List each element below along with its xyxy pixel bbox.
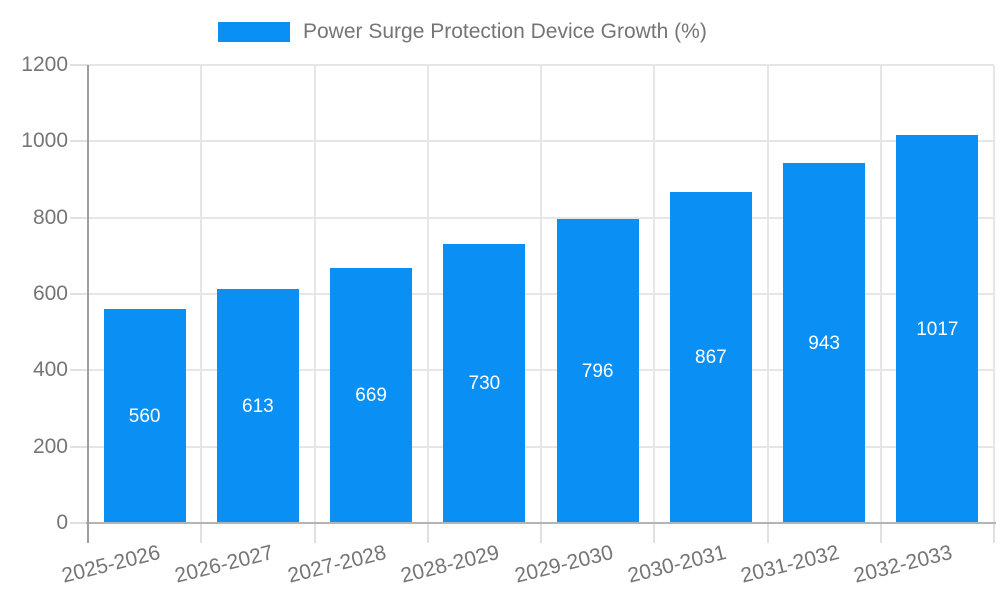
bar-value-label: 560 [128, 405, 161, 427]
bar-value-label: 1017 [916, 318, 959, 340]
legend-label: Power Surge Protection Device Growth (%) [303, 20, 707, 43]
gridline-v [879, 65, 882, 523]
bar-value-label: 867 [695, 347, 727, 368]
y-axis-tick-label: 1200 [21, 53, 68, 76]
x-tick-mark [766, 523, 769, 543]
y-axis-tick-label: 400 [32, 358, 68, 382]
gridline-v [540, 65, 542, 523]
x-tick-mark [313, 523, 316, 543]
bar-2031-2032[interactable]: 943 [783, 163, 866, 523]
bar-2027-2028[interactable]: 669 [330, 268, 413, 523]
y-axis-line [87, 65, 89, 543]
x-tick-mark [993, 523, 995, 543]
y-axis-tick-label: 1000 [21, 129, 68, 153]
bar-value-label: 730 [468, 373, 501, 394]
gridline-v [766, 65, 769, 523]
gridline-v [313, 65, 316, 523]
y-tick-mark [70, 293, 88, 295]
y-tick-mark [70, 64, 88, 66]
bar-value-label: 796 [581, 360, 614, 382]
y-axis-tick-label: 200 [32, 434, 68, 458]
y-tick-mark [70, 140, 88, 143]
bar-value-label: 613 [242, 395, 274, 417]
x-tick-mark [653, 523, 656, 543]
y-axis-tick-label: 600 [32, 282, 68, 305]
bar-value-label: 943 [808, 332, 840, 354]
y-tick-mark [70, 369, 88, 372]
gridline-v [426, 65, 429, 523]
bar-2028-2029[interactable]: 730 [443, 244, 526, 523]
y-axis-tick-label: 0 [56, 511, 68, 534]
y-tick-mark [70, 216, 88, 219]
bar-2029-2030[interactable]: 796 [556, 219, 639, 523]
bar-2025-2026[interactable]: 560 [103, 309, 186, 523]
legend: Power Surge Protection Device Growth (%) [218, 20, 707, 44]
legend-swatch [218, 22, 290, 42]
bar-2026-2027[interactable]: 613 [216, 289, 299, 523]
x-tick-mark [879, 523, 882, 543]
y-tick-mark [70, 522, 88, 524]
y-axis-tick-label: 800 [32, 205, 68, 229]
y-tick-mark [70, 445, 88, 448]
x-axis-line [86, 522, 996, 524]
gridline-v [653, 65, 656, 523]
plot-area: 0 200 400 600 800 1000 1200 560 2025-2026 613 2026… [21, 53, 996, 588]
bar-2030-2031[interactable]: 867 [669, 192, 752, 523]
gridline-v [993, 65, 995, 523]
x-tick-mark [540, 523, 542, 543]
bar-2032-2033[interactable]: 1017 [896, 135, 979, 523]
bar-value-label: 669 [355, 385, 387, 406]
x-tick-mark [200, 523, 203, 543]
gridline-v [200, 65, 203, 523]
x-tick-mark [426, 523, 429, 543]
